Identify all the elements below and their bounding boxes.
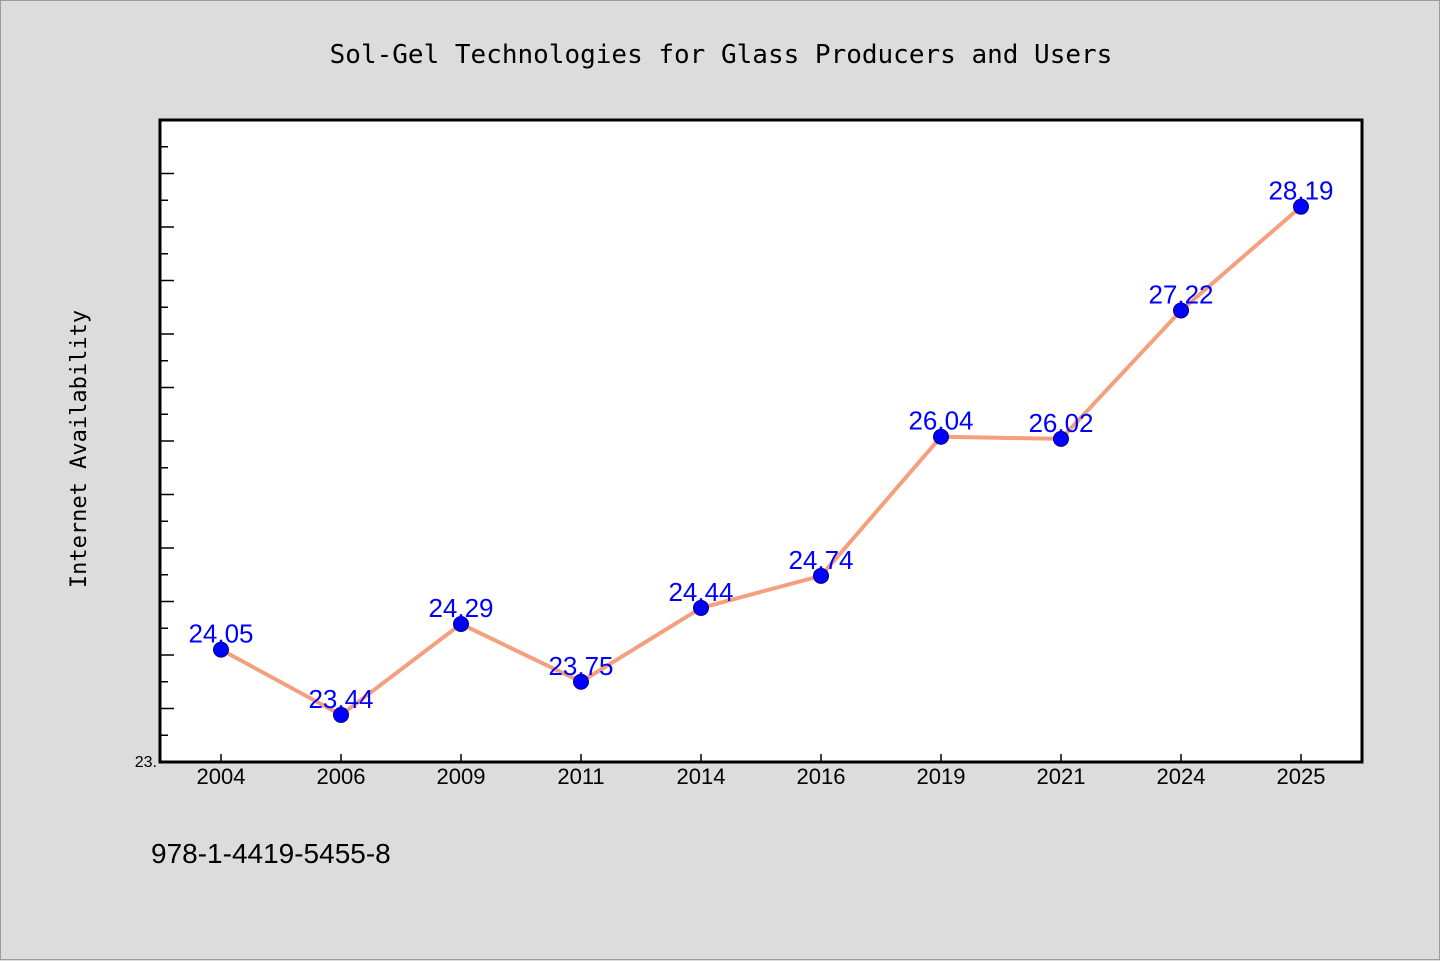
x-tick-label: 2009 xyxy=(437,764,486,789)
x-tick-label: 2004 xyxy=(197,764,246,789)
data-point-markers xyxy=(213,198,1309,723)
x-axis-ticks: 2004 2006 2009 2011 2014 2016 2019 2021 2024 2025 xyxy=(197,754,1326,789)
y-axis-label: Internet Availability xyxy=(67,310,92,588)
data-point-label: 26.04 xyxy=(908,406,973,436)
x-tick-label: 2019 xyxy=(917,764,966,789)
data-labels: 24.05 23.44 24.29 23.75 24.44 24.74 26.04 26.02… xyxy=(188,176,1333,714)
data-point-label: 26.02 xyxy=(1028,408,1093,438)
data-point-label: 23.75 xyxy=(548,651,613,681)
data-point-marker xyxy=(1053,430,1069,447)
data-point-marker xyxy=(213,641,229,658)
data-point-label: 24.29 xyxy=(428,593,493,623)
x-tick-label: 2025 xyxy=(1277,764,1326,789)
data-point-marker xyxy=(693,599,709,616)
y-axis-min-label: 23. xyxy=(135,754,157,771)
data-point-label: 23.44 xyxy=(308,684,373,714)
data-point-label: 24.05 xyxy=(188,619,253,649)
x-tick-label: 2011 xyxy=(557,764,604,789)
data-point-marker xyxy=(813,567,829,584)
x-tick-label: 2006 xyxy=(317,764,366,789)
x-tick-label: 2014 xyxy=(677,764,726,789)
plot-area xyxy=(158,118,1364,764)
data-point-marker xyxy=(453,615,469,632)
x-tick-label: 2021 xyxy=(1037,764,1086,789)
data-point-marker xyxy=(573,673,589,690)
x-tick-label: 2016 xyxy=(797,764,846,789)
data-point-marker xyxy=(1293,198,1309,215)
data-point-label: 24.44 xyxy=(668,577,733,607)
data-point-marker xyxy=(1173,302,1189,319)
data-point-label: 24.74 xyxy=(788,545,853,575)
series-line xyxy=(219,204,1303,717)
footer-isbn: 978-1-4419-5455-8 xyxy=(151,838,391,869)
y-axis-ticks xyxy=(160,146,174,736)
chart-title: Sol-Gel Technologies for Glass Producers… xyxy=(330,40,1113,70)
data-point-marker xyxy=(333,706,349,723)
x-tick-label: 2024 xyxy=(1157,764,1206,789)
data-point-marker xyxy=(933,428,949,445)
data-point-label: 27.22 xyxy=(1148,279,1213,309)
data-point-label: 28.19 xyxy=(1268,176,1333,206)
series-line-group xyxy=(219,204,1303,717)
